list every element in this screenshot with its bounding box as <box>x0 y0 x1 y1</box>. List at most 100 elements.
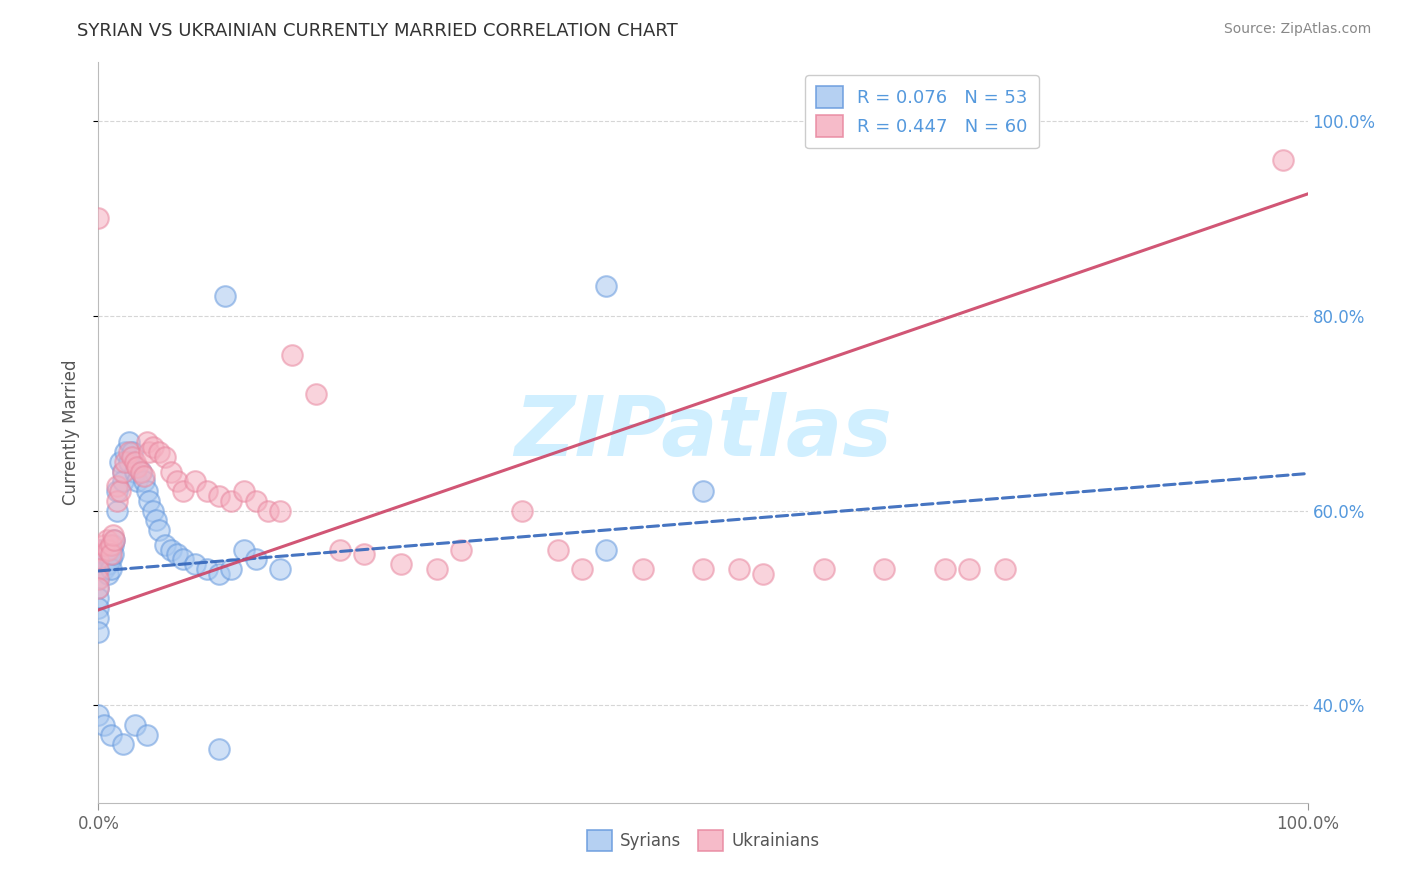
Point <box>208 742 231 756</box>
Point <box>221 493 243 508</box>
Point <box>118 455 141 469</box>
Point <box>142 503 165 517</box>
Point <box>135 728 157 742</box>
Legend: Syrians, Ukrainians: Syrians, Ukrainians <box>581 823 825 857</box>
Point <box>208 566 231 581</box>
Point <box>96 548 118 562</box>
Point <box>93 538 115 552</box>
Point <box>692 484 714 499</box>
Point <box>160 465 183 479</box>
Point <box>571 562 593 576</box>
Point <box>450 542 472 557</box>
Point <box>934 562 956 576</box>
Point <box>101 538 124 552</box>
Point <box>87 552 110 566</box>
Point <box>100 548 122 562</box>
Point <box>138 493 160 508</box>
Point <box>134 475 156 489</box>
Point <box>100 552 122 566</box>
Point <box>142 440 165 454</box>
Point <box>752 566 775 581</box>
Point <box>510 503 533 517</box>
Point <box>172 552 194 566</box>
Point <box>105 479 128 493</box>
Point <box>108 455 131 469</box>
Point <box>135 484 157 499</box>
Point <box>124 718 146 732</box>
Point <box>87 211 110 226</box>
Point <box>87 557 110 571</box>
Point <box>87 582 110 596</box>
Point <box>873 562 896 576</box>
Point <box>214 289 236 303</box>
Point <box>98 542 121 557</box>
Point <box>129 465 152 479</box>
Point <box>87 542 110 557</box>
Point <box>184 557 207 571</box>
Point <box>87 572 110 586</box>
Point <box>93 542 115 557</box>
Point <box>208 489 231 503</box>
Point <box>305 386 328 401</box>
Point <box>134 469 156 483</box>
Point <box>389 557 412 571</box>
Point <box>87 601 110 615</box>
Point <box>245 552 267 566</box>
Point <box>184 475 207 489</box>
Point <box>118 435 141 450</box>
Point <box>114 455 136 469</box>
Point <box>100 538 122 552</box>
Point <box>232 484 254 499</box>
Point <box>129 465 152 479</box>
Point <box>118 445 141 459</box>
Point <box>329 542 352 557</box>
Point <box>124 465 146 479</box>
Point <box>166 475 188 489</box>
Point <box>100 542 122 557</box>
Point <box>111 465 134 479</box>
Point <box>101 528 124 542</box>
Point <box>728 562 751 576</box>
Point <box>595 279 617 293</box>
Point <box>221 562 243 576</box>
Point <box>269 503 291 517</box>
Point <box>121 450 143 464</box>
Point <box>87 572 110 586</box>
Point <box>93 562 115 576</box>
Point <box>97 542 120 557</box>
Point <box>426 562 449 576</box>
Point <box>153 450 176 464</box>
Point <box>595 542 617 557</box>
Point <box>148 445 170 459</box>
Point <box>281 348 304 362</box>
Text: SYRIAN VS UKRAINIAN CURRENTLY MARRIED CORRELATION CHART: SYRIAN VS UKRAINIAN CURRENTLY MARRIED CO… <box>77 22 678 40</box>
Point <box>994 562 1017 576</box>
Point <box>97 566 120 581</box>
Point <box>127 459 149 474</box>
Point <box>547 542 569 557</box>
Point <box>100 728 122 742</box>
Point <box>111 475 134 489</box>
Y-axis label: Currently Married: Currently Married <box>62 359 80 506</box>
Point <box>87 582 110 596</box>
Text: ZIPatlas: ZIPatlas <box>515 392 891 473</box>
Point <box>105 493 128 508</box>
Text: Source: ZipAtlas.com: Source: ZipAtlas.com <box>1223 22 1371 37</box>
Point <box>111 737 134 751</box>
Point <box>87 542 110 557</box>
Point <box>135 435 157 450</box>
Point <box>105 503 128 517</box>
Point <box>172 484 194 499</box>
Point <box>87 625 110 640</box>
Point <box>153 538 176 552</box>
Point <box>105 484 128 499</box>
Point <box>97 557 120 571</box>
Point <box>101 548 124 562</box>
Point <box>103 533 125 547</box>
Point <box>692 562 714 576</box>
Point <box>127 475 149 489</box>
Point <box>195 562 218 576</box>
Point <box>269 562 291 576</box>
Point <box>124 455 146 469</box>
Point <box>87 708 110 723</box>
